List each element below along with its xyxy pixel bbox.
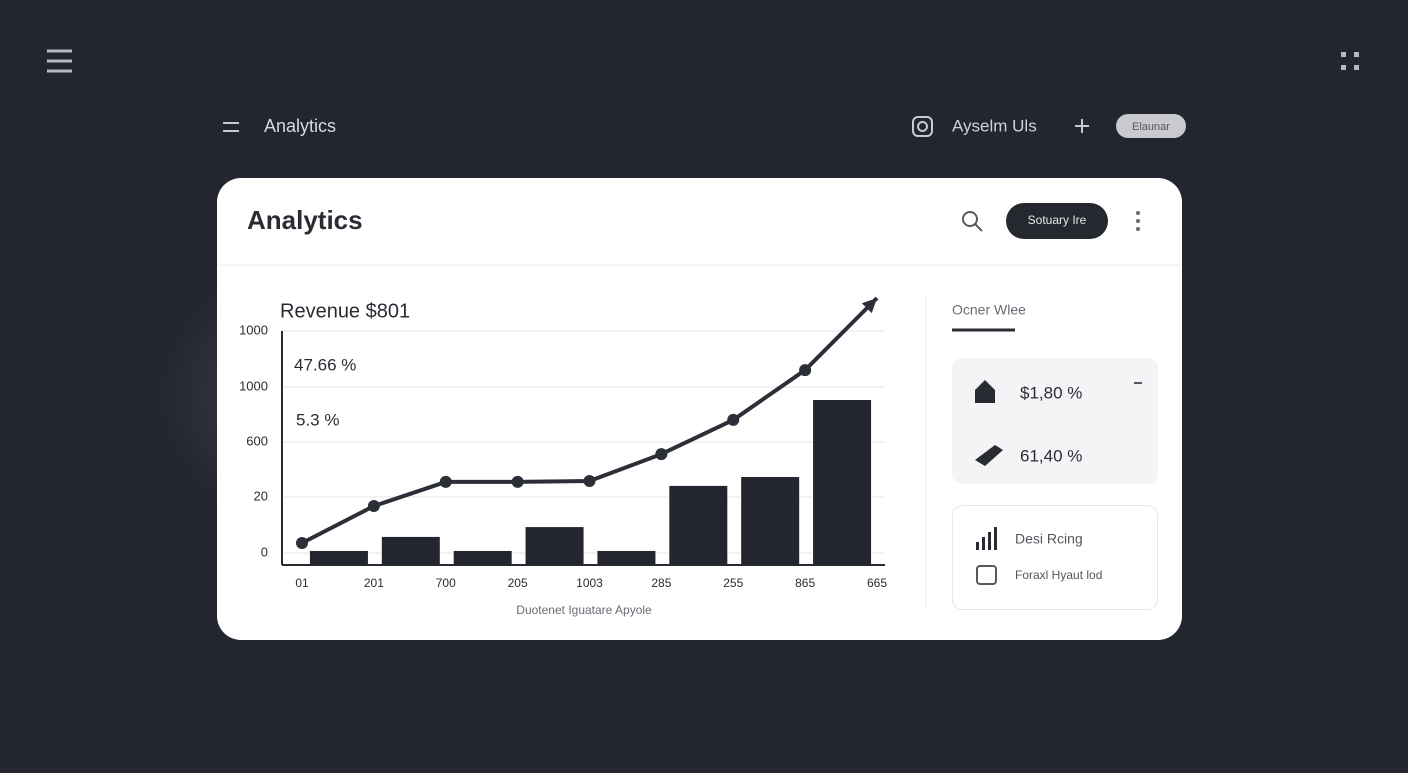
stats-panel xyxy=(952,358,1158,484)
y-tick-label: 20 xyxy=(254,488,268,503)
bar xyxy=(525,527,584,565)
plus-icon[interactable] xyxy=(1075,119,1089,133)
stat: 61,40 % xyxy=(1020,446,1082,465)
instagram-icon[interactable] xyxy=(912,116,933,137)
bar xyxy=(597,550,656,565)
card-button[interactable] xyxy=(1006,203,1108,239)
card xyxy=(217,178,1182,640)
bar xyxy=(453,550,512,565)
annotation: 5.3 % xyxy=(296,410,339,429)
arrow-head xyxy=(861,298,877,314)
point xyxy=(439,475,452,488)
x-tick-label: 700 xyxy=(436,576,456,590)
point xyxy=(799,364,812,377)
x-tick-label: 865 xyxy=(795,576,815,590)
x-tick-label: 1003 xyxy=(576,576,603,590)
bar xyxy=(669,485,728,565)
x-tick-label: 205 xyxy=(508,576,528,590)
link[interactable]: Desi Rcing xyxy=(1015,531,1083,547)
y-tick-label: 1000 xyxy=(239,322,268,337)
x-tick-label: 285 xyxy=(651,576,671,590)
point xyxy=(583,474,596,487)
bar xyxy=(813,400,872,565)
menu-icon[interactable] xyxy=(47,49,72,73)
x-tick-label: 201 xyxy=(364,576,384,590)
bar xyxy=(309,550,368,565)
card-title: Analytics xyxy=(247,205,363,235)
pen-icon xyxy=(975,445,1003,466)
link[interactable]: Foraxl Hyaut lod xyxy=(1015,568,1102,582)
point xyxy=(367,500,380,513)
point xyxy=(296,537,308,550)
x-tick-label: 01 xyxy=(295,576,309,590)
links-panel xyxy=(952,505,1158,610)
x-tick-label: 255 xyxy=(723,576,743,590)
point xyxy=(511,475,524,488)
x-tick-label: 665 xyxy=(867,576,887,590)
y-tick-label: 0 xyxy=(261,544,268,559)
home-icon xyxy=(975,380,995,403)
nav-button-label: Elaunar xyxy=(1132,121,1170,133)
search-icon[interactable] xyxy=(962,211,983,232)
nav-button[interactable] xyxy=(1116,114,1186,138)
nav-menu-icon[interactable] xyxy=(223,122,239,132)
annotation: 47.66 % xyxy=(294,355,356,374)
doc-icon xyxy=(976,565,997,585)
x-axis-label: Duotenet Iguatare Apyole xyxy=(516,603,652,617)
y-tick-label: 1000 xyxy=(239,378,268,393)
point xyxy=(655,448,668,461)
bars-icon xyxy=(976,527,997,550)
grid-icon[interactable] xyxy=(1341,52,1359,70)
more-icon[interactable] xyxy=(1136,211,1140,231)
card-button-label: Sotuary Ire xyxy=(1028,213,1087,227)
bar xyxy=(381,536,440,565)
stat: $1,80 % xyxy=(1020,383,1082,402)
chart-title: Revenue $801 xyxy=(280,300,410,322)
nav-title: Analytics xyxy=(264,116,336,136)
y-tick-label: 600 xyxy=(246,433,268,448)
side-tab[interactable]: Ocner Wlee xyxy=(952,302,1026,318)
nav-user: Ayselm Uls xyxy=(952,116,1037,135)
bar xyxy=(741,477,800,565)
point xyxy=(727,413,740,426)
